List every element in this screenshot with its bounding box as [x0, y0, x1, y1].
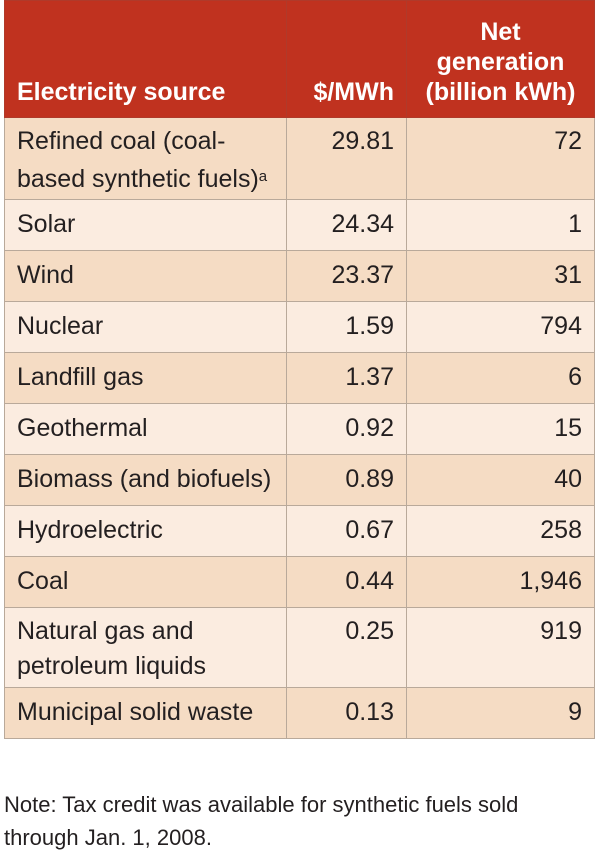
cell-source-line2: based synthetic fuels)a: [17, 159, 274, 197]
table-row: Hydroelectric 0.67 258: [4, 505, 595, 557]
note-line1: Note: Tax credit was available for synth…: [4, 792, 519, 817]
table-row: Landfill gas 1.37 6: [4, 352, 595, 404]
cell-cost: 0.25: [286, 607, 407, 688]
cell-cost: 0.67: [286, 505, 407, 557]
cell-generation: 1: [406, 199, 595, 251]
header-net-generation-line2: generation: [436, 48, 565, 76]
table-row: Geothermal 0.92 15: [4, 403, 595, 455]
cell-source: Biomass (and biofuels): [4, 454, 287, 506]
cell-source: Municipal solid waste: [4, 687, 287, 739]
table-row: Wind 23.37 31: [4, 250, 595, 302]
cell-source: Natural gas and petroleum liquids: [4, 607, 287, 688]
cell-generation: 9: [406, 687, 595, 739]
table-note: Note: Tax credit was available for synth…: [4, 788, 594, 854]
cell-source: Coal: [4, 556, 287, 608]
cell-source-line1: Natural gas and: [17, 617, 194, 645]
table-body: Refined coal (coal- based synthetic fuel…: [4, 117, 595, 739]
cell-generation: 15: [406, 403, 595, 455]
header-net-generation-line1: Net: [480, 18, 521, 46]
cell-generation: 40: [406, 454, 595, 506]
cell-source: Landfill gas: [4, 352, 287, 404]
cell-source-line2: petroleum liquids: [17, 652, 206, 680]
cell-cost: 0.92: [286, 403, 407, 455]
cell-cost: 23.37: [286, 250, 407, 302]
cell-source-line1: Refined coal (coal-: [17, 127, 226, 155]
cell-generation: 72: [406, 117, 595, 200]
footnote-marker: a: [258, 168, 268, 185]
cell-cost: 1.59: [286, 301, 407, 353]
cell-source-line2-text: based synthetic fuels): [17, 165, 259, 193]
cell-source: Geothermal: [4, 403, 287, 455]
note-line2: through Jan. 1, 2008.: [4, 825, 212, 850]
cell-cost: 24.34: [286, 199, 407, 251]
header-net-generation-line3: (billion kWh): [425, 78, 576, 106]
cell-generation: 919: [406, 607, 595, 688]
cell-source: Wind: [4, 250, 287, 302]
cell-cost: 0.89: [286, 454, 407, 506]
table-row: Biomass (and biofuels) 0.89 40: [4, 454, 595, 506]
cell-generation: 1,946: [406, 556, 595, 608]
cell-generation: 6: [406, 352, 595, 404]
cell-generation: 31: [406, 250, 595, 302]
cell-source: Refined coal (coal- based synthetic fuel…: [4, 117, 287, 200]
cell-generation: 258: [406, 505, 595, 557]
table-row: Natural gas and petroleum liquids 0.25 9…: [4, 607, 595, 688]
cell-cost: 29.81: [286, 117, 407, 200]
header-net-generation: Net generation (billion kWh): [406, 0, 595, 118]
cell-cost: 1.37: [286, 352, 407, 404]
table-row: Refined coal (coal- based synthetic fuel…: [4, 117, 595, 200]
cell-source: Solar: [4, 199, 287, 251]
table-row: Nuclear 1.59 794: [4, 301, 595, 353]
cell-source: Nuclear: [4, 301, 287, 353]
cell-generation: 794: [406, 301, 595, 353]
table-header: Electricity source $/MWh Net generation …: [4, 0, 595, 118]
header-row: Electricity source $/MWh Net generation …: [4, 0, 595, 118]
table-row: Solar 24.34 1: [4, 199, 595, 251]
subsidy-table: Electricity source $/MWh Net generation …: [4, 0, 595, 739]
header-cost-per-mwh: $/MWh: [286, 0, 407, 118]
cell-source: Hydroelectric: [4, 505, 287, 557]
table-row: Coal 0.44 1,946: [4, 556, 595, 608]
subsidy-table-container: Electricity source $/MWh Net generation …: [4, 0, 595, 739]
header-electricity-source: Electricity source: [4, 0, 287, 118]
table-row: Municipal solid waste 0.13 9: [4, 687, 595, 739]
cell-cost: 0.13: [286, 687, 407, 739]
cell-cost: 0.44: [286, 556, 407, 608]
